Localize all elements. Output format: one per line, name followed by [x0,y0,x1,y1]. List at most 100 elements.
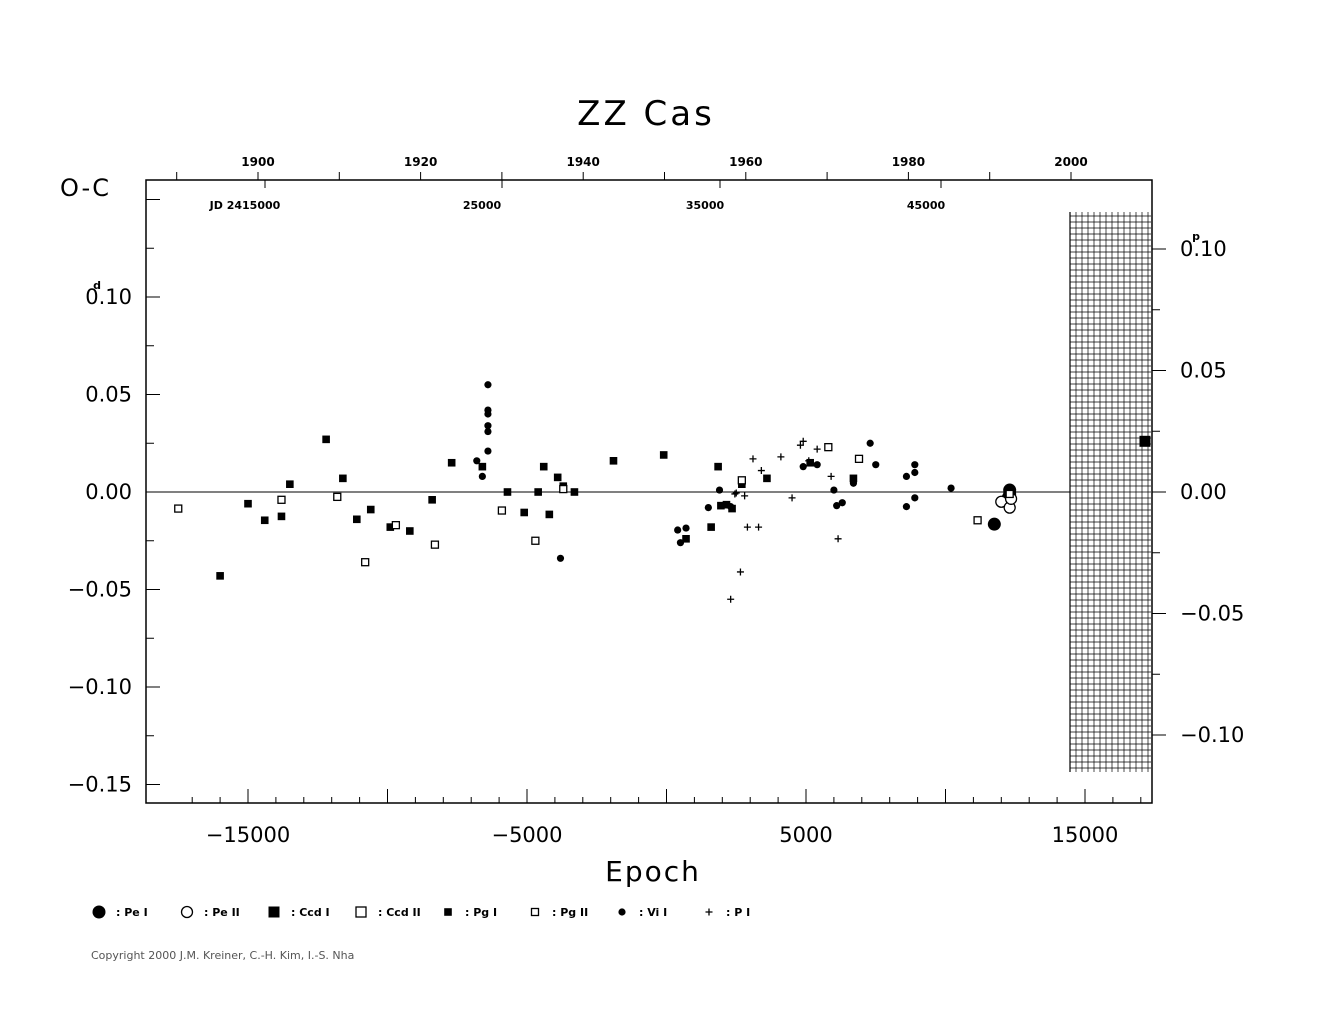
y-tick-label: −0.05 [68,578,132,602]
data-point-pg2 [391,521,401,530]
data-point-vi1 [484,381,492,389]
legend-symbol-ccd1 [268,906,280,918]
data-point-pg2 [531,536,540,545]
data-point-pg2 [497,506,507,515]
legend-item-pg1: : Pg I [439,902,497,922]
data-point-pg1 [553,473,562,482]
data-point-vi1 [484,447,492,455]
data-point-vi1 [676,539,685,547]
data-point-vi1 [799,463,807,471]
data-point-pg1 [570,488,579,496]
legend-label: : P I [726,905,751,919]
data-point-pg1 [244,499,252,508]
data-point-p1 [749,455,757,463]
legend-item-pg2: : Pg II [526,902,588,922]
chart-title: ZZ Cas [577,94,715,134]
data-point-pe1 [987,517,1001,531]
data-point-pg2 [277,495,286,504]
data-point-pg2 [430,540,440,549]
data-point-p1 [799,437,807,445]
axis-labels: −15000 −5000 5000 15000 1900 1920 1940 1960 1980… [68,155,1245,847]
legend-symbol-vi1 [618,908,626,916]
right-y-tick-label: −0.05 [1180,602,1244,626]
hatched-region [1069,212,1151,772]
legend-marker-ccd1 [268,906,280,918]
data-point-pg1 [339,474,347,483]
data-point-p1 [834,535,842,543]
data-point-p1 [757,467,765,475]
legend-symbol-pe2 [180,905,194,919]
data-point-vi1 [473,457,481,465]
data-point-pg1 [707,523,715,531]
data-point-vi1 [704,504,712,512]
y-tick-label: 0.10 [85,285,132,309]
data-point-pg1 [353,515,361,524]
legend-symbol-pg1 [444,908,452,916]
y-tick-label: 0.00 [85,480,132,504]
data-point-pg1 [609,457,618,465]
data-point-vi1 [715,486,724,494]
data-point-p1 [788,494,796,502]
data-point-vi1 [833,502,841,510]
data-point-pg1 [717,501,725,510]
data-point-pg1 [322,435,330,444]
legend-item-vi1: : Vi I [613,902,667,922]
legend-item-pe1: : Pe I [90,902,148,922]
data-point-vi1 [911,468,919,477]
copyright-text: Copyright 2000 J.M. Kreiner, C.-H. Kim, … [91,949,355,962]
x-tick-label: 15000 [1052,823,1119,847]
year-label: 1920 [404,155,437,169]
data-point-pg2 [973,516,982,525]
year-label: 2000 [1054,155,1087,169]
data-point-pg2 [854,454,864,464]
data-point-vi1 [947,484,955,492]
legend-marker-pe2 [180,905,194,919]
data-point-pg1 [216,572,224,580]
data-point-pg1 [806,458,814,467]
data-point-vi1 [484,422,492,430]
data-point-pg2 [737,476,746,485]
data-point-p1 [731,490,739,498]
data-point-pg2 [174,504,183,513]
legend-marker-p1 [705,908,713,916]
legend-item-ccd2: : Ccd II [352,902,421,922]
data-point-pg1 [763,474,771,483]
legend-item-p1: : P I [700,902,750,922]
data-point-pg1 [386,523,395,531]
legend-marker-pe1 [92,905,106,919]
data-point-pg1 [428,496,436,504]
legend-symbol-p1 [705,908,713,916]
data-point-pg1 [849,474,858,483]
data-point-pg1 [534,488,542,496]
data-point-p1 [805,457,813,465]
y-tick-label: 0.05 [85,383,132,407]
y-tick-label: −0.10 [68,675,132,699]
x-tick-label: −5000 [491,823,562,847]
data-point-vi1 [849,479,858,487]
data-point-pg1 [286,480,294,488]
data-points [174,381,1151,603]
legend-symbol-pg2 [530,907,540,917]
right-y-tick-label: −0.10 [1180,723,1244,747]
data-point-pg1 [503,488,512,496]
data-point-pg1 [714,462,722,471]
legend-marker-ccd2 [355,906,367,918]
x-tick-label: 5000 [779,823,832,847]
axis-ticks [146,172,1166,803]
data-point-pg1 [539,462,548,471]
data-point-pg2 [333,492,342,502]
data-point-vi1 [682,524,690,532]
data-point-vi1 [727,503,735,511]
right-y-tick-label: 0.10 [1180,237,1227,261]
legend-label: : Pg II [552,905,589,919]
year-label: 1980 [892,155,925,169]
data-point-p1 [736,568,744,576]
year-label: 1900 [241,155,274,169]
data-point-pg2 [559,484,568,494]
legend-item-pe2: : Pe II [178,902,240,922]
data-point-pg1 [682,535,690,543]
right-y-tick-label: 0.00 [1180,480,1227,504]
data-point-p1 [777,453,785,461]
right-y-tick-label: 0.05 [1180,359,1227,383]
